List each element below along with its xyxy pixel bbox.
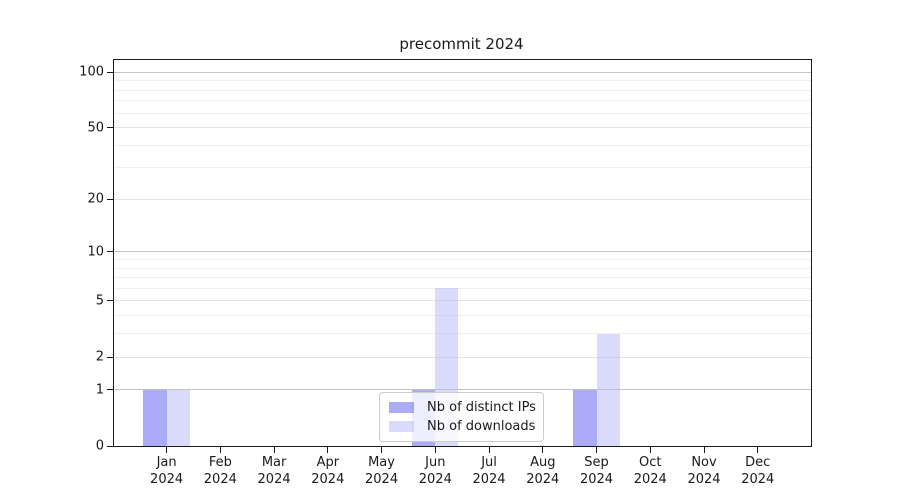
chart-title: precommit 2024 bbox=[399, 35, 524, 53]
gridline-y-7 bbox=[114, 277, 811, 279]
x-tick-label-dec: Dec 2024 bbox=[741, 455, 775, 487]
gridline-y-6 bbox=[114, 287, 811, 289]
gridline-y-50 bbox=[114, 127, 811, 129]
gridline-y-40 bbox=[114, 144, 811, 146]
y-tick-mark-2 bbox=[107, 356, 113, 358]
y-tick-mark-50 bbox=[107, 127, 113, 129]
gridline-y-3 bbox=[114, 333, 811, 335]
gridline-y-100 bbox=[114, 71, 811, 73]
y-tick-mark-0 bbox=[107, 445, 113, 447]
y-tick-mark-100 bbox=[107, 71, 113, 73]
legend-swatch-downloads bbox=[389, 421, 414, 432]
x-tick-mark-jul bbox=[488, 447, 490, 453]
y-tick-label-20: 20 bbox=[87, 191, 104, 207]
bar-sep-distinct-ips bbox=[573, 389, 597, 446]
gridline-y-80 bbox=[114, 89, 811, 91]
gridline-y-70 bbox=[114, 100, 811, 102]
y-tick-label-100: 100 bbox=[79, 64, 104, 80]
x-tick-label-jul: Jul 2024 bbox=[472, 455, 506, 487]
gridline-y-1 bbox=[114, 389, 811, 391]
x-tick-label-oct: Oct 2024 bbox=[633, 455, 667, 487]
y-tick-label-5: 5 bbox=[95, 293, 104, 309]
x-tick-label-jan: Jan 2024 bbox=[150, 455, 184, 487]
y-tick-mark-20 bbox=[107, 198, 113, 200]
x-tick-mark-oct bbox=[649, 447, 651, 453]
y-tick-label-50: 50 bbox=[87, 120, 104, 136]
gridline-y-5 bbox=[114, 300, 811, 302]
legend-swatch-distinct-ips bbox=[389, 402, 414, 413]
x-tick-mark-dec bbox=[757, 447, 759, 453]
gridline-y-9 bbox=[114, 259, 811, 260]
x-tick-label-aug: Aug 2024 bbox=[526, 455, 560, 487]
x-tick-label-jun: Jun 2024 bbox=[418, 455, 452, 487]
x-tick-mark-jan bbox=[166, 447, 168, 453]
bar-jan-distinct-ips bbox=[143, 389, 167, 446]
gridline-y-20 bbox=[114, 198, 811, 200]
gridline-y-30 bbox=[114, 167, 811, 169]
bar-sep-downloads bbox=[596, 333, 620, 446]
y-tick-mark-10 bbox=[107, 251, 113, 253]
gridline-y-8 bbox=[114, 267, 811, 269]
plot-area: 0 1 2 5 10 20 50 100 Jan 2024 Feb 2024 Mar 2024 Ap… bbox=[79, 59, 812, 487]
x-tick-mark-jun bbox=[434, 447, 436, 453]
x-tick-mark-sep bbox=[596, 447, 598, 453]
x-tick-mark-may bbox=[381, 447, 383, 453]
legend: Nb of distinct IPs Nb of downloads bbox=[379, 392, 544, 442]
y-tick-label-2: 2 bbox=[95, 349, 104, 365]
x-tick-label-mar: Mar 2024 bbox=[257, 455, 291, 487]
gridline-y-60 bbox=[114, 112, 811, 114]
x-tick-mark-mar bbox=[273, 447, 275, 453]
x-tick-label-nov: Nov 2024 bbox=[687, 455, 721, 487]
gridline-y-10 bbox=[114, 251, 811, 253]
y-tick-label-0: 0 bbox=[95, 438, 104, 454]
y-tick-label-1: 1 bbox=[95, 382, 104, 398]
x-tick-label-feb: Feb 2024 bbox=[203, 455, 237, 487]
gridline-y-90 bbox=[114, 80, 811, 82]
legend-entry-distinct-ips: Nb of distinct IPs bbox=[389, 398, 536, 417]
y-tick-mark-1 bbox=[107, 389, 113, 391]
x-tick-label-apr: Apr 2024 bbox=[311, 455, 345, 487]
x-tick-mark-nov bbox=[703, 447, 705, 453]
legend-entry-downloads: Nb of downloads bbox=[389, 417, 535, 436]
gridline-y-2 bbox=[114, 356, 811, 358]
x-tick-mark-apr bbox=[327, 447, 329, 453]
legend-label-downloads: Nb of downloads bbox=[427, 419, 536, 434]
y-tick-label-10: 10 bbox=[87, 244, 104, 260]
bar-jan-downloads bbox=[166, 389, 190, 446]
x-tick-label-sep: Sep 2024 bbox=[579, 455, 614, 487]
x-tick-mark-aug bbox=[542, 447, 544, 453]
y-tick-mark-5 bbox=[107, 300, 113, 302]
legend-label-distinct-ips: Nb of distinct IPs bbox=[427, 400, 536, 415]
x-tick-mark-feb bbox=[219, 447, 221, 453]
gridline-y-4 bbox=[114, 315, 811, 317]
x-tick-label-may: May 2024 bbox=[365, 455, 399, 487]
